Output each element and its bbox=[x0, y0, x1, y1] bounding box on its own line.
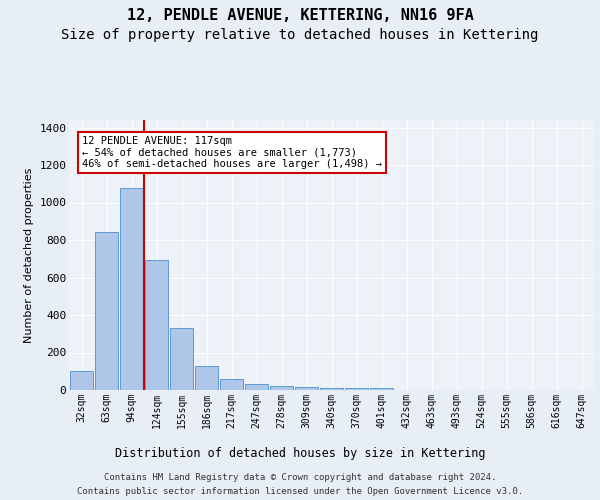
Bar bbox=[295, 387, 318, 390]
Y-axis label: Number of detached properties: Number of detached properties bbox=[23, 168, 34, 342]
Text: Distribution of detached houses by size in Kettering: Distribution of detached houses by size … bbox=[115, 448, 485, 460]
Text: Size of property relative to detached houses in Kettering: Size of property relative to detached ho… bbox=[61, 28, 539, 42]
Bar bbox=[120, 188, 143, 390]
Bar bbox=[70, 371, 93, 390]
Bar bbox=[170, 328, 193, 390]
Bar bbox=[195, 366, 218, 390]
Bar bbox=[245, 384, 268, 390]
Bar bbox=[270, 386, 293, 390]
Bar bbox=[220, 379, 243, 390]
Text: Contains public sector information licensed under the Open Government Licence v3: Contains public sector information licen… bbox=[77, 488, 523, 496]
Bar bbox=[345, 388, 368, 390]
Text: Contains HM Land Registry data © Crown copyright and database right 2024.: Contains HM Land Registry data © Crown c… bbox=[104, 472, 496, 482]
Bar bbox=[145, 260, 168, 390]
Bar bbox=[320, 388, 343, 390]
Bar bbox=[370, 388, 393, 390]
Text: 12 PENDLE AVENUE: 117sqm
← 54% of detached houses are smaller (1,773)
46% of sem: 12 PENDLE AVENUE: 117sqm ← 54% of detach… bbox=[82, 136, 382, 169]
Bar bbox=[95, 232, 118, 390]
Text: 12, PENDLE AVENUE, KETTERING, NN16 9FA: 12, PENDLE AVENUE, KETTERING, NN16 9FA bbox=[127, 8, 473, 22]
